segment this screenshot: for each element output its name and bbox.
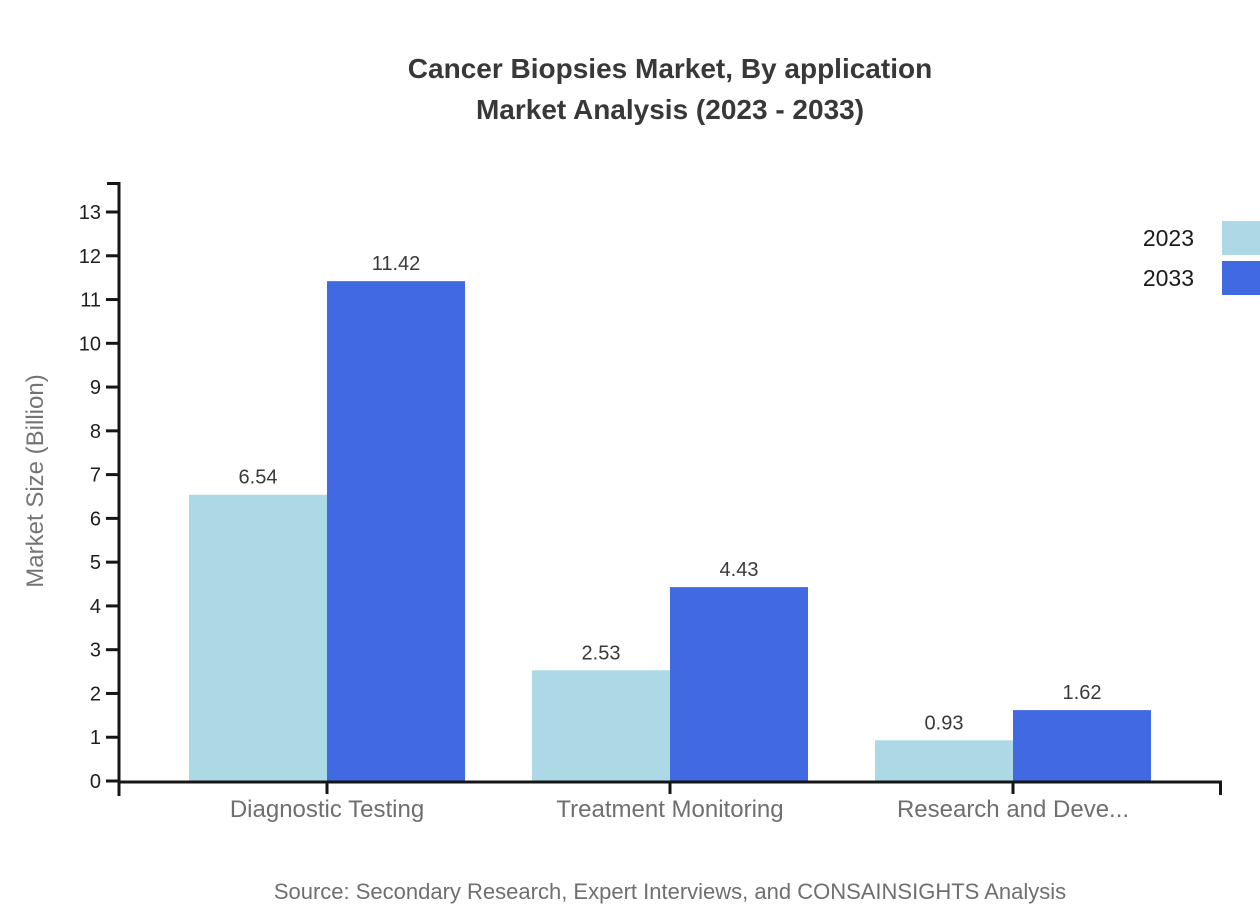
legend-swatch-2023 — [1222, 221, 1260, 255]
y-tick-label-13: 13 — [79, 202, 101, 224]
chart-title-line1: Cancer Biopsies Market, By application — [407, 53, 933, 84]
bar-2023-research-and-deve — [875, 740, 1013, 782]
y-tick-label-6: 6 — [90, 508, 101, 530]
value-label-2033-diagnostic-testing: 11.42 — [372, 253, 421, 275]
bar-2023-treatment-monitoring — [532, 670, 670, 782]
y-tick-label-12: 12 — [79, 246, 101, 268]
y-tick-label-8: 8 — [90, 421, 101, 443]
x-category-label-research-and-deve: Research and Deve... — [897, 796, 1129, 823]
bar-2033-treatment-monitoring — [670, 587, 808, 782]
legend-label-2023: 2023 — [1142, 224, 1194, 251]
source-attribution: Source: Secondary Research, Expert Inter… — [273, 879, 1067, 904]
y-tick-label-11: 11 — [80, 290, 101, 312]
y-tick-label-10: 10 — [79, 333, 101, 355]
bar-2033-research-and-deve — [1013, 710, 1151, 782]
legend-swatch-2033 — [1222, 261, 1260, 295]
bar-2033-diagnostic-testing — [327, 281, 465, 782]
y-tick-label-0: 0 — [90, 771, 101, 793]
value-label-2033-treatment-monitoring: 4.43 — [720, 559, 759, 581]
y-tick-label-1: 1 — [90, 727, 101, 749]
legend-item-2023: 2023 — [1143, 221, 1260, 255]
y-tick-label-4: 4 — [90, 596, 101, 618]
x-category-label-treatment-monitoring: Treatment Monitoring — [556, 796, 783, 823]
y-tick-label-9: 9 — [90, 377, 101, 399]
chart-title-line2: Market Analysis (2023 - 2033) — [475, 94, 865, 125]
value-label-2033-research-and-deve: 1.62 — [1063, 682, 1102, 704]
value-label-2023-research-and-deve: 0.93 — [925, 712, 964, 734]
y-tick-label-2: 2 — [90, 683, 101, 705]
y-tick-label-5: 5 — [90, 552, 101, 574]
value-label-2023-diagnostic-testing: 6.54 — [239, 467, 278, 489]
y-tick-label-7: 7 — [90, 465, 101, 487]
value-label-2023-treatment-monitoring: 2.53 — [582, 642, 621, 664]
chart-title: Cancer Biopsies Market, By application M… — [80, 48, 1260, 130]
legend: 2023 2033 — [1143, 221, 1260, 295]
x-category-label-diagnostic-testing: Diagnostic Testing — [230, 796, 424, 823]
legend-label-2033: 2033 — [1142, 264, 1194, 291]
legend-item-2033: 2033 — [1143, 261, 1260, 295]
y-tick-label-3: 3 — [90, 640, 101, 662]
bar-2023-diagnostic-testing — [189, 494, 327, 782]
